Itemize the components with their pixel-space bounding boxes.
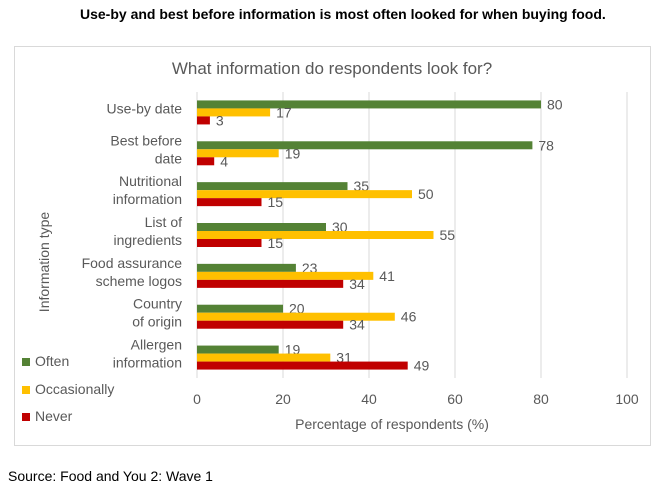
data-label: 46 bbox=[401, 309, 417, 325]
bar-chart: What information do respondents look for… bbox=[22, 59, 639, 432]
y-axis-label: Information type bbox=[36, 212, 52, 313]
x-tick-label: 40 bbox=[361, 391, 377, 407]
category-label: information bbox=[113, 355, 182, 371]
bar-occasionally bbox=[197, 108, 271, 117]
bar-occasionally bbox=[197, 149, 279, 158]
category-label: information bbox=[113, 191, 182, 207]
legend-label-often: Often bbox=[35, 353, 69, 369]
category-label: Best before bbox=[110, 132, 182, 148]
bar-occasionally bbox=[197, 312, 395, 321]
x-tick-label: 60 bbox=[447, 391, 463, 407]
data-label: 17 bbox=[276, 104, 292, 120]
bar-never bbox=[197, 116, 210, 125]
category-label: date bbox=[155, 150, 182, 166]
source-note: Source: Food and You 2: Wave 1 bbox=[8, 468, 213, 484]
bar-often bbox=[197, 304, 283, 313]
bar-often bbox=[197, 182, 348, 191]
bar-often bbox=[197, 141, 533, 150]
data-label: 78 bbox=[538, 137, 554, 153]
data-label: 34 bbox=[349, 317, 365, 333]
data-label: 49 bbox=[414, 358, 430, 374]
category-label: Use-by date bbox=[107, 100, 183, 116]
x-axis-label: Percentage of respondents (%) bbox=[295, 416, 489, 432]
bar-occasionally bbox=[197, 231, 434, 239]
category-label: of origin bbox=[132, 314, 182, 330]
category-label: List of bbox=[145, 214, 182, 230]
bar-occasionally bbox=[197, 353, 331, 362]
data-label: 34 bbox=[349, 276, 365, 292]
page-heading: Use-by and best before information is mo… bbox=[80, 6, 606, 22]
chart-title: What information do respondents look for… bbox=[172, 59, 492, 78]
bar-occasionally bbox=[197, 271, 374, 280]
data-label: 15 bbox=[268, 194, 284, 210]
bar-often bbox=[197, 100, 541, 109]
bar-often bbox=[197, 345, 279, 354]
x-tick-label: 80 bbox=[533, 391, 549, 407]
x-tick-label: 100 bbox=[615, 391, 639, 407]
bar-never bbox=[197, 279, 344, 288]
data-label: 50 bbox=[418, 186, 434, 202]
chart-frame bbox=[14, 46, 651, 446]
bar-often bbox=[197, 223, 326, 231]
bar-occasionally bbox=[197, 190, 412, 199]
data-label: 4 bbox=[220, 153, 228, 169]
bar-never bbox=[197, 361, 408, 370]
legend-swatch-never bbox=[22, 413, 30, 421]
category-label: scheme logos bbox=[96, 273, 182, 289]
data-label: 3 bbox=[216, 112, 224, 128]
bar-never bbox=[197, 157, 215, 166]
category-label: Food assurance bbox=[82, 255, 183, 271]
legend-label-occasionally: Occasionally bbox=[35, 381, 114, 397]
data-label: 19 bbox=[285, 145, 301, 161]
data-label: 55 bbox=[440, 227, 456, 243]
data-label: 15 bbox=[268, 235, 284, 251]
bar-never bbox=[197, 239, 262, 247]
legend-label-never: Never bbox=[35, 408, 73, 424]
bar-never bbox=[197, 198, 262, 207]
bar-often bbox=[197, 263, 296, 272]
data-label: 80 bbox=[547, 96, 563, 112]
category-label: Nutritional bbox=[119, 173, 182, 189]
bar-never bbox=[197, 320, 344, 329]
category-label: ingredients bbox=[114, 232, 183, 248]
legend-swatch-occasionally bbox=[22, 386, 30, 394]
data-label: 41 bbox=[379, 268, 395, 284]
legend-swatch-often bbox=[22, 358, 30, 366]
x-tick-label: 0 bbox=[193, 391, 201, 407]
x-tick-label: 20 bbox=[275, 391, 291, 407]
category-label: Country bbox=[133, 296, 182, 312]
category-label: Allergen bbox=[131, 337, 182, 353]
